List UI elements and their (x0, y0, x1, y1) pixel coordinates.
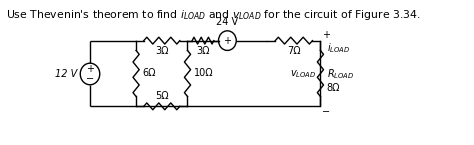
Text: 10Ω: 10Ω (194, 68, 213, 78)
Text: $i_{LOAD}$: $i_{LOAD}$ (327, 42, 350, 55)
Text: −: − (86, 74, 94, 84)
Text: 12 V: 12 V (55, 69, 78, 79)
Text: +: + (223, 36, 231, 46)
Text: 7Ω: 7Ω (287, 46, 301, 56)
Text: 24 V: 24 V (216, 17, 238, 27)
Text: +: + (322, 30, 330, 40)
Text: $v_{LOAD}$: $v_{LOAD}$ (290, 68, 316, 80)
Text: +: + (86, 64, 94, 74)
Text: 6Ω: 6Ω (142, 68, 156, 78)
Text: −: − (322, 107, 330, 117)
Text: $R_{LOAD}$: $R_{LOAD}$ (327, 67, 354, 81)
Text: 3Ω: 3Ω (155, 46, 169, 56)
Text: 3Ω: 3Ω (196, 46, 210, 56)
Text: 8Ω: 8Ω (327, 83, 340, 93)
Text: 5Ω: 5Ω (155, 91, 169, 102)
Text: Use Thevenin's theorem to find $i_{LOAD}$ and $v_{LOAD}$ for the circuit of Figu: Use Thevenin's theorem to find $i_{LOAD}… (6, 8, 420, 22)
